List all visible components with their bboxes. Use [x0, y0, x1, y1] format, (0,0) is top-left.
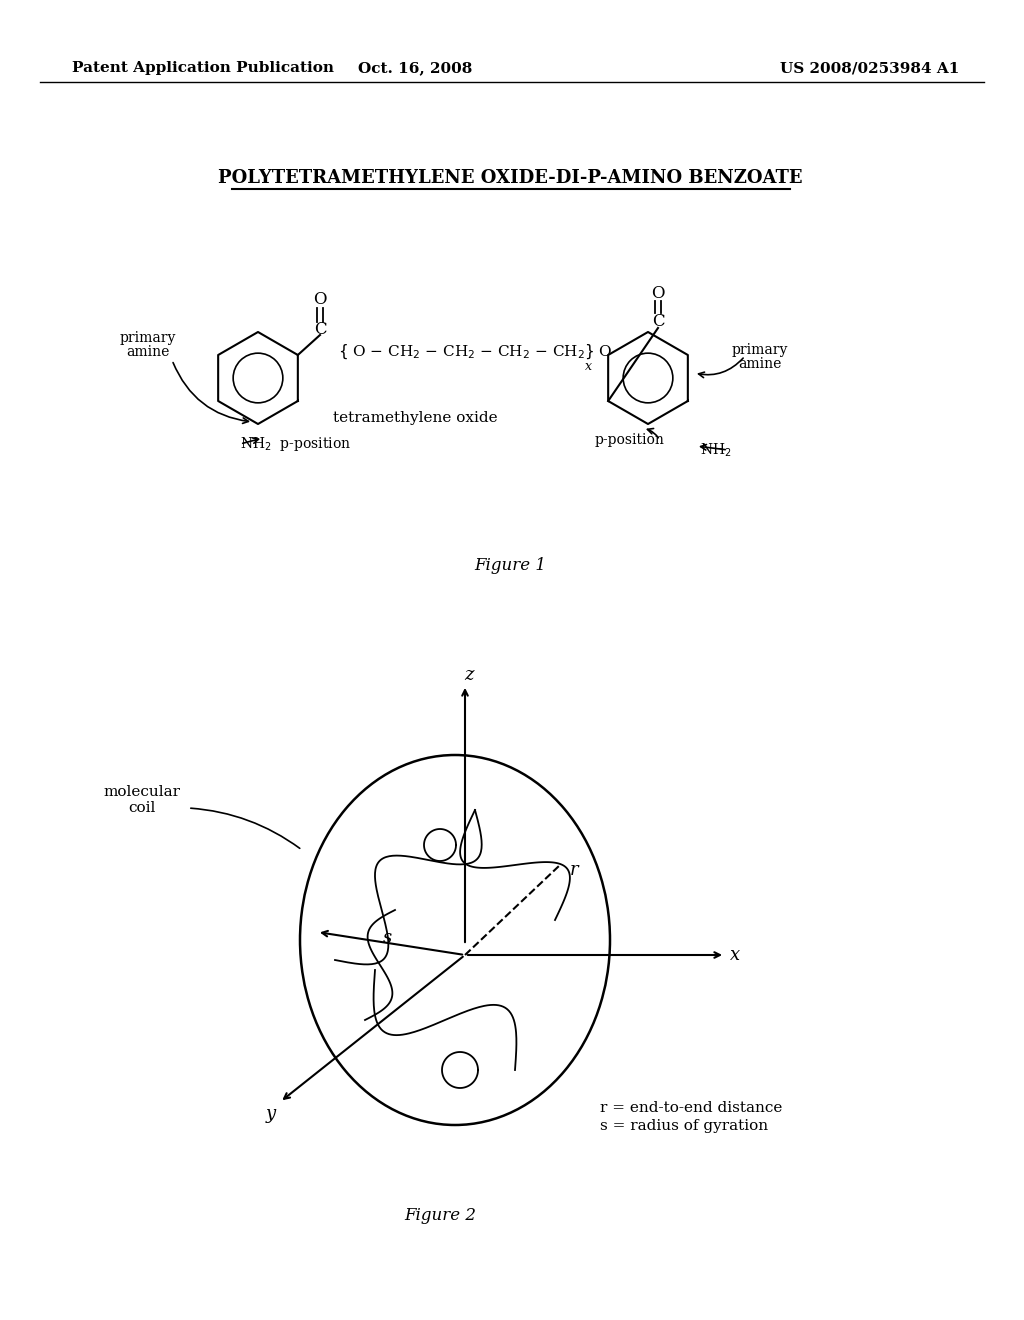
Text: r: r	[569, 861, 579, 879]
Text: r = end-to-end distance: r = end-to-end distance	[600, 1101, 782, 1115]
Text: primary: primary	[732, 343, 788, 356]
Text: C: C	[651, 313, 665, 330]
Text: tetramethylene oxide: tetramethylene oxide	[333, 411, 498, 425]
Text: Oct. 16, 2008: Oct. 16, 2008	[357, 61, 472, 75]
Text: POLYTETRAMETHYLENE OXIDE-DI-P-AMINO BENZOATE: POLYTETRAMETHYLENE OXIDE-DI-P-AMINO BENZ…	[218, 169, 802, 187]
Text: US 2008/0253984 A1: US 2008/0253984 A1	[780, 61, 959, 75]
Text: Patent Application Publication: Patent Application Publication	[72, 61, 334, 75]
Text: Figure 1: Figure 1	[474, 557, 546, 573]
Text: C: C	[313, 322, 327, 338]
Text: O: O	[651, 285, 665, 301]
Text: s: s	[382, 929, 391, 946]
Text: x: x	[730, 946, 740, 964]
Text: $\{$ O $-$ CH$_2$ $-$ CH$_2$ $-$ CH$_2$ $-$ CH$_2$$\}$ O: $\{$ O $-$ CH$_2$ $-$ CH$_2$ $-$ CH$_2$ …	[338, 343, 612, 362]
Text: amine: amine	[126, 345, 170, 359]
Text: NH$_2$  p-position: NH$_2$ p-position	[241, 436, 351, 453]
Text: s = radius of gyration: s = radius of gyration	[600, 1119, 768, 1133]
Text: NH$_2$: NH$_2$	[700, 441, 732, 459]
Text: Figure 2: Figure 2	[404, 1206, 476, 1224]
Text: z: z	[464, 667, 474, 684]
Text: p-position: p-position	[595, 433, 665, 447]
Text: amine: amine	[738, 356, 781, 371]
Text: O: O	[313, 292, 327, 309]
Text: coil: coil	[128, 801, 156, 814]
Text: x: x	[585, 359, 592, 372]
Text: y: y	[266, 1105, 276, 1123]
Text: molecular: molecular	[103, 785, 180, 799]
Text: primary: primary	[120, 331, 176, 345]
